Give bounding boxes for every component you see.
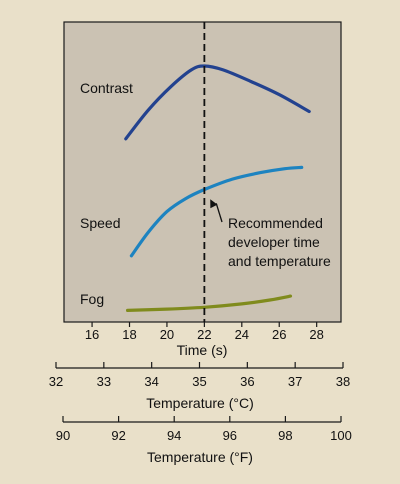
- fahrenheit-axis: 90 92 94 96 98 100: [56, 416, 352, 443]
- series-line-fog: [126, 294, 293, 312]
- annotation-arrow-shaft: [215, 203, 223, 223]
- x-tick-label: 28: [309, 327, 323, 342]
- series-label-fog: Fog: [80, 291, 104, 307]
- x-tick-label: 26: [272, 327, 286, 342]
- annotation-text-line: and temperature: [228, 253, 331, 269]
- secondary-tick-label: 35: [192, 374, 206, 389]
- annotation-arrow-head: [210, 199, 218, 209]
- secondary-tick-label: 37: [288, 374, 302, 389]
- secondary-tick-label: 98: [278, 428, 292, 443]
- series-labels: Contrast Speed Fog: [80, 80, 133, 307]
- fahrenheit-axis-label: Temperature (°F): [147, 449, 253, 465]
- annotation-text-line: developer time: [228, 234, 320, 250]
- secondary-tick-label: 33: [97, 374, 111, 389]
- secondary-tick-label: 90: [56, 428, 70, 443]
- celsius-axis-label: Temperature (°C): [146, 395, 254, 411]
- secondary-tick-label: 32: [49, 374, 63, 389]
- secondary-tick-label: 36: [240, 374, 254, 389]
- x-tick-label: 18: [122, 327, 136, 342]
- x-tick-label: 20: [160, 327, 174, 342]
- x-tick-label: 22: [197, 327, 211, 342]
- secondary-tick-label: 100: [330, 428, 352, 443]
- x-tick-label: 16: [85, 327, 99, 342]
- celsius-axis: 32 33 34 35 36 37 38: [49, 362, 350, 389]
- secondary-tick-label: 96: [223, 428, 237, 443]
- plot-area: [63, 21, 342, 323]
- annotation: Recommended developer time and temperature: [210, 199, 331, 269]
- x-axis: 16 18 20 22 24 26 28: [85, 322, 324, 342]
- secondary-tick-label: 92: [111, 428, 125, 443]
- x-tick-label: 24: [235, 327, 249, 342]
- secondary-tick-label: 34: [144, 374, 158, 389]
- series-label-contrast: Contrast: [80, 80, 133, 96]
- x-axis-label: Time (s): [177, 342, 228, 358]
- series-label-speed: Speed: [80, 215, 120, 231]
- secondary-tick-label: 94: [167, 428, 181, 443]
- secondary-tick-label: 38: [336, 374, 350, 389]
- annotation-text-line: Recommended: [228, 215, 323, 231]
